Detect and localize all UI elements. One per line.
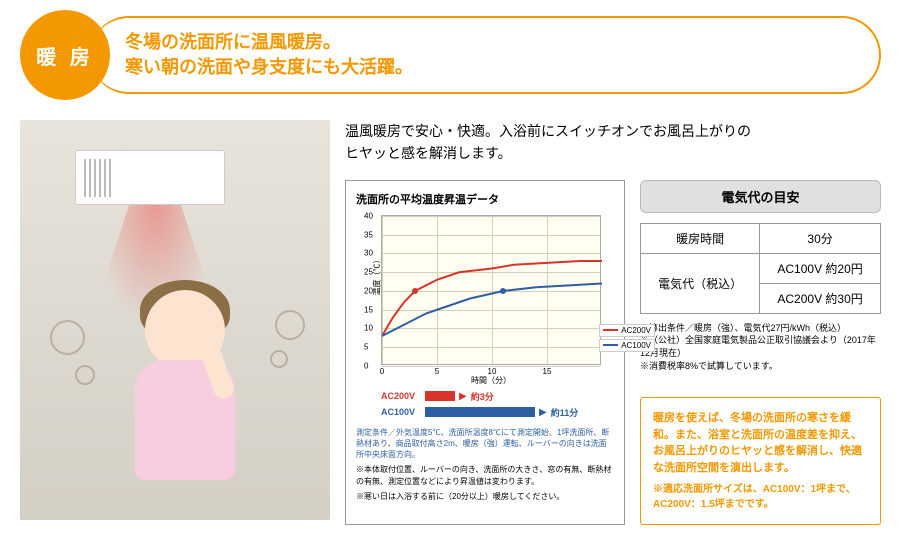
- cost-100v: AC100V 約20円: [760, 253, 881, 283]
- ytick: 0: [364, 361, 368, 370]
- header-text: 冬場の洗面所に温風暖房。 寒い朝の洗面や身支度にも大活躍。: [90, 16, 881, 94]
- chart-title: 洗面所の平均温度昇温データ: [356, 191, 614, 207]
- cost-table: 暖房時間 30分 電気代（税込） AC100V 約20円 AC200V 約30円: [640, 223, 881, 314]
- ytick: 30: [364, 249, 373, 258]
- ytick: 5: [364, 343, 368, 352]
- time-bar-row: AC100V▶約11分: [381, 406, 614, 419]
- chart-ylabel: 温度（℃）: [372, 255, 383, 295]
- cost-notes: ※算出条件／暖房（強）、電気代27円/kWh（税込） ※（公社）全国家庭電気製品…: [640, 322, 881, 372]
- chart-xlabel: 時間（分）: [471, 375, 511, 386]
- chart-legend: AC200V AC100V: [599, 324, 655, 354]
- header: 暖 房 冬場の洗面所に温風暖房。 寒い朝の洗面や身支度にも大活躍。: [20, 10, 881, 100]
- table-row: 電気代（税込） AC100V 約20円: [641, 253, 881, 283]
- heating-badge: 暖 房: [20, 10, 110, 100]
- ytick: 25: [364, 268, 373, 277]
- time-bars: AC200V▶約3分 AC100V▶約11分: [381, 390, 614, 419]
- chart-box: 洗面所の平均温度昇温データ 温度（℃） 時間（分） AC200VAC100V 0…: [345, 180, 625, 525]
- ytick: 10: [364, 324, 373, 333]
- ytick: 40: [364, 211, 373, 220]
- ytick: 15: [364, 305, 373, 314]
- conditions-p2: ※本体取付位置、ルーバーの向き、洗面所の大きさ、窓の有無、断熱材の有無、測定位置…: [356, 464, 614, 486]
- header-line2: 寒い朝の洗面や身支度にも大活躍。: [125, 55, 859, 80]
- xtick: 5: [435, 367, 439, 376]
- legend-item: AC100V: [599, 339, 655, 352]
- steam-icon: [50, 320, 85, 355]
- intro-line2: ヒヤッと感を解消します。: [345, 142, 881, 164]
- benefit-note: ※適応洗面所サイズは、AC100V：1坪まで、AC200V：1.5坪までです。: [653, 482, 868, 512]
- conditions-p3: ※寒い日は入浴する前に（20分以上）暖房してください。: [356, 491, 614, 502]
- benefit-box: 暖房を使えば、冬場の洗面所の寒さを緩和。また、浴室と洗面所の温度差を抑え、お風呂…: [640, 397, 881, 525]
- legend-item: AC200V: [599, 324, 655, 337]
- cost-note2: ※（公社）全国家庭電気製品公正取引協議会より（2017年12月現在）: [640, 334, 881, 359]
- cost-time-value: 30分: [760, 223, 881, 253]
- cost-200v: AC200V 約30円: [760, 283, 881, 313]
- conditions: 測定条件／外気温度5℃、洗面所温度8℃にて測定開始、1坪洗面所、断熱材あり、商品…: [356, 427, 614, 502]
- cost-time-label: 暖房時間: [641, 223, 760, 253]
- illustration: [20, 120, 330, 520]
- ytick: 35: [364, 230, 373, 239]
- xtick: 15: [543, 367, 552, 376]
- ytick: 20: [364, 286, 373, 295]
- chart-area: 温度（℃） 時間（分） AC200VAC100V 051015202530354…: [381, 215, 601, 365]
- cost-label: 電気代（税込）: [641, 253, 760, 313]
- steam-icon: [270, 350, 288, 368]
- cost-note3: ※消費税率8%で試算しています。: [640, 360, 881, 373]
- header-line1: 冬場の洗面所に温風暖房。: [125, 30, 859, 55]
- steam-icon: [275, 310, 305, 340]
- xtick: 0: [380, 367, 384, 376]
- xtick: 10: [488, 367, 497, 376]
- table-row: 暖房時間 30分: [641, 223, 881, 253]
- cost-note1: ※算出条件／暖房（強）、電気代27円/kWh（税込）: [640, 322, 881, 335]
- heater-device: [75, 150, 225, 205]
- steam-icon: [75, 365, 95, 385]
- intro-line1: 温風暖房で安心・快適。入浴前にスイッチオンでお風呂上がりの: [345, 120, 881, 142]
- intro-text: 温風暖房で安心・快適。入浴前にスイッチオンでお風呂上がりの ヒヤッと感を解消しま…: [345, 120, 881, 165]
- conditions-p1: 測定条件／外気温度5℃、洗面所温度8℃にて測定開始、1坪洗面所、断熱材あり、商品…: [356, 427, 614, 461]
- benefit-text: 暖房を使えば、冬場の洗面所の寒さを緩和。また、浴室と洗面所の温度差を抑え、お風呂…: [653, 410, 868, 476]
- time-bar-row: AC200V▶約3分: [381, 390, 614, 403]
- cost-title: 電気代の目安: [640, 180, 881, 213]
- character: [110, 270, 270, 500]
